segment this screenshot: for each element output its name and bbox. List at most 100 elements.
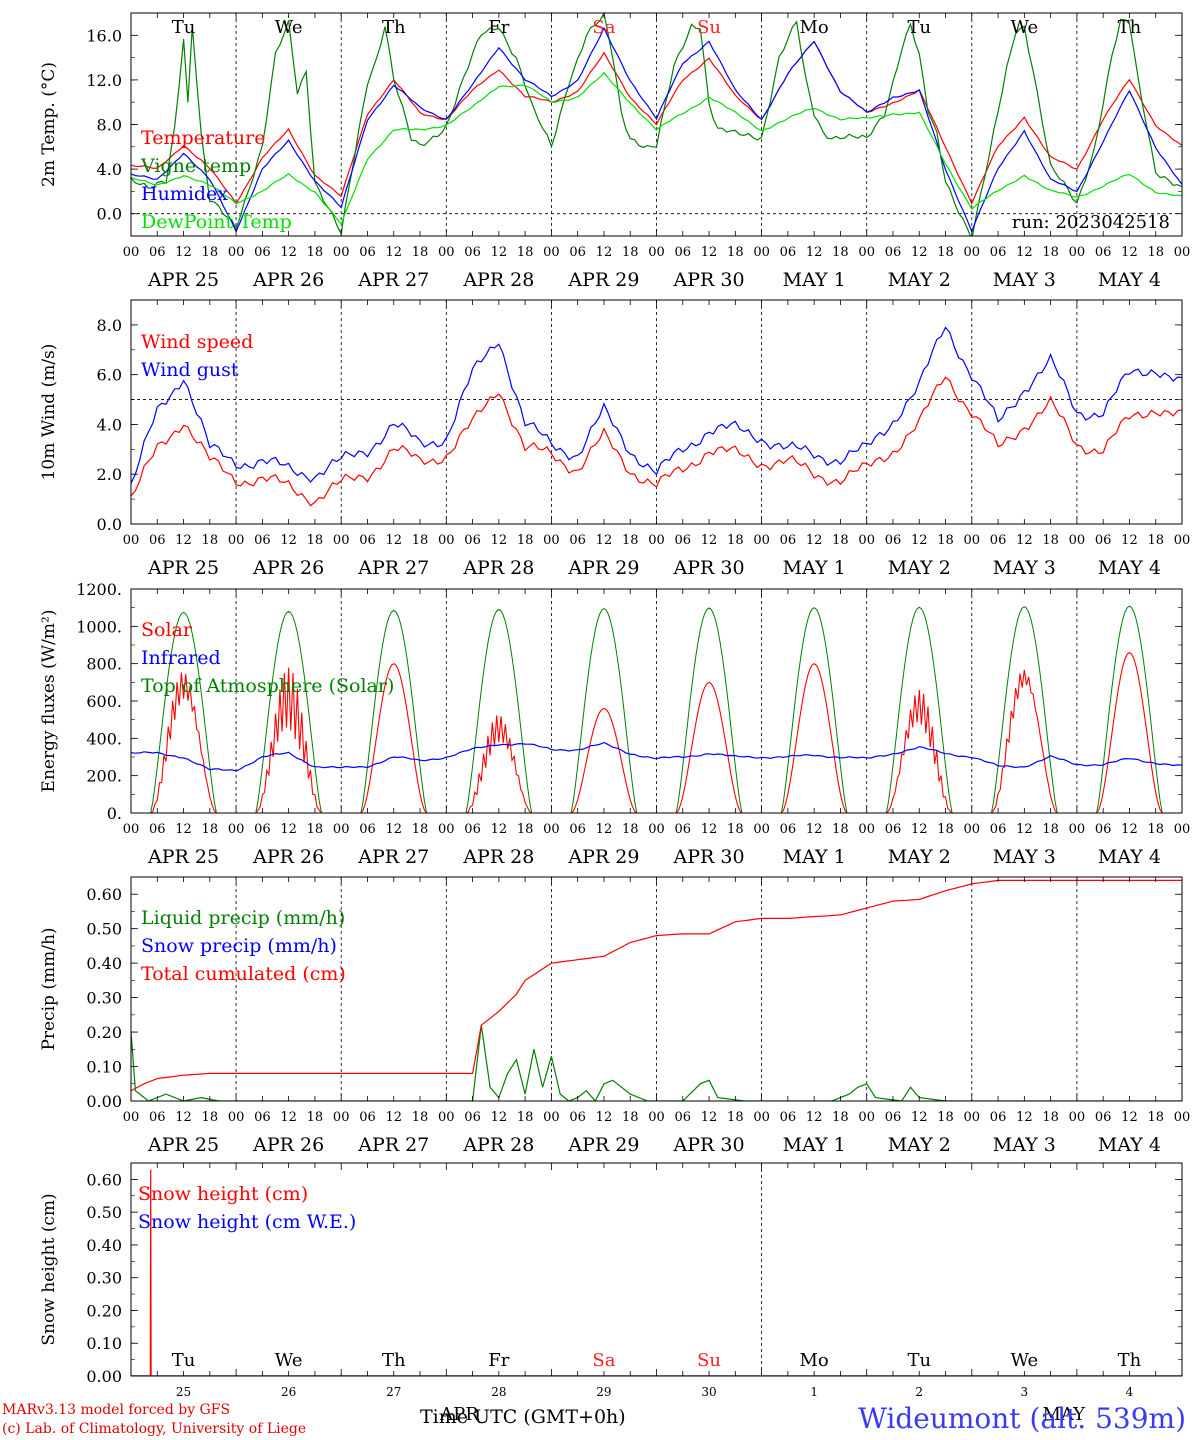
hour-tick-label: 06 [885,822,902,837]
hour-tick-label: 00 [1174,245,1191,260]
date-label: APR 28 [462,557,534,579]
day-abbrev-label: Fr [488,17,509,38]
date-label: APR 30 [673,557,745,579]
day-abbrev-label: Tu [907,1350,931,1371]
y-tick-label: 1200. [76,580,122,599]
plot-area-flux [131,605,1182,813]
day-abbrev-label: We [275,1350,303,1371]
y-axis-title: Snow height (cm) [39,1193,59,1345]
y-tick-label: 0.60 [86,885,122,904]
date-label: APR 26 [252,557,324,579]
hour-tick-label: 06 [1095,533,1112,548]
hour-tick-label: 06 [1095,245,1112,260]
day-number-label: 27 [386,1385,401,1399]
y-tick-label: 0.60 [86,1170,122,1189]
hour-tick-label: 00 [543,533,560,548]
hour-tick-label: 18 [517,1110,534,1125]
day-abbrev-label: Mo [800,1350,829,1371]
hour-tick-label: 12 [596,822,613,837]
date-label: MAY 3 [993,269,1056,291]
date-label: APR 30 [673,1134,745,1156]
hour-tick-label: 00 [1069,533,1086,548]
hour-tick-label: 18 [412,822,429,837]
hour-tick-label: 12 [701,822,718,837]
legend-entry: Snow height (cm W.E.) [138,1211,356,1233]
hour-tick-label: 18 [202,245,219,260]
date-label: APR 25 [147,557,219,579]
hour-tick-label: 18 [937,822,954,837]
hour-tick-label: 12 [280,822,297,837]
date-label: APR 25 [147,1134,219,1156]
hour-tick-label: 06 [990,533,1007,548]
day-number-label: 4 [1126,1385,1134,1399]
hour-tick-label: 18 [307,245,324,260]
hour-tick-label: 18 [1042,533,1059,548]
hour-tick-label: 00 [648,533,665,548]
y-tick-label: 0.00 [86,1367,122,1386]
hour-tick-label: 06 [359,533,376,548]
y-tick-label: 0.50 [86,1203,122,1222]
hour-tick-label: 12 [385,1110,402,1125]
hour-tick-label: 06 [990,1110,1007,1125]
hour-tick-label: 18 [412,1110,429,1125]
hour-tick-label: 18 [622,533,639,548]
hour-tick-label: 06 [254,822,271,837]
date-label: APR 25 [147,269,219,291]
hour-tick-label: 06 [885,245,902,260]
hour-tick-label: 06 [780,1110,797,1125]
y-axis-title: 10m Wind (m/s) [39,344,59,481]
hour-tick-label: 18 [622,822,639,837]
date-label: MAY 4 [1098,269,1161,291]
y-tick-label: 0.0 [97,515,122,534]
hour-tick-label: 12 [596,245,613,260]
legend-entry: Wind speed [141,331,253,353]
day-abbrev-label: Th [382,1350,406,1371]
series-line-liquid-precip-mm-h- [131,1025,1182,1101]
hour-tick-label: 06 [149,533,166,548]
date-label: MAY 3 [993,557,1056,579]
hour-tick-label: 12 [280,1110,297,1125]
hour-tick-label: 18 [1042,245,1059,260]
day-number-label: 25 [176,1385,191,1399]
hour-tick-label: 06 [359,822,376,837]
hour-tick-label: 18 [727,533,744,548]
day-abbrev-label: We [1011,1350,1039,1371]
hour-tick-label: 06 [675,822,692,837]
date-label: APR 26 [252,1134,324,1156]
legend-entry: Wind gust [141,359,239,381]
legend-entry: Infrared [141,647,221,669]
series-line-infrared [131,741,1182,772]
hour-tick-label: 00 [333,1110,350,1125]
hour-tick-label: 12 [701,245,718,260]
hour-tick-label: 18 [727,822,744,837]
hour-tick-label: 18 [412,533,429,548]
series-line-wind-speed [131,376,1182,507]
y-tick-label: 8.0 [97,316,122,335]
date-label: APR 28 [462,1134,534,1156]
hour-tick-label: 06 [675,533,692,548]
day-abbrev-label: Fr [488,1350,509,1371]
hour-tick-label: 12 [280,533,297,548]
hour-tick-label: 18 [517,245,534,260]
hour-tick-label: 06 [990,245,1007,260]
y-tick-label: 400. [86,729,122,748]
hour-tick-label: 18 [307,533,324,548]
hour-tick-label: 00 [964,245,981,260]
date-label: APR 28 [462,269,534,291]
hour-tick-label: 00 [1069,822,1086,837]
hour-tick-label: 00 [858,1110,875,1125]
hour-tick-label: 06 [464,1110,481,1125]
date-label: APR 28 [462,846,534,868]
hour-tick-label: 06 [885,1110,902,1125]
day-abbrev-label: Th [1118,17,1142,38]
date-label: MAY 1 [783,846,846,868]
y-axis-title: Energy fluxes (W/m²) [39,610,59,793]
day-abbrev-label: Tu [907,17,931,38]
date-label: MAY 1 [783,1134,846,1156]
hour-tick-label: 06 [569,822,586,837]
hour-tick-label: 00 [333,533,350,548]
hour-tick-label: 12 [175,533,192,548]
y-tick-label: 16.0 [86,26,122,45]
panel-temp: 16.0 12.0 8.0 4.0 0.0 2m Temp. (°C) Temperatur… [39,12,1191,291]
